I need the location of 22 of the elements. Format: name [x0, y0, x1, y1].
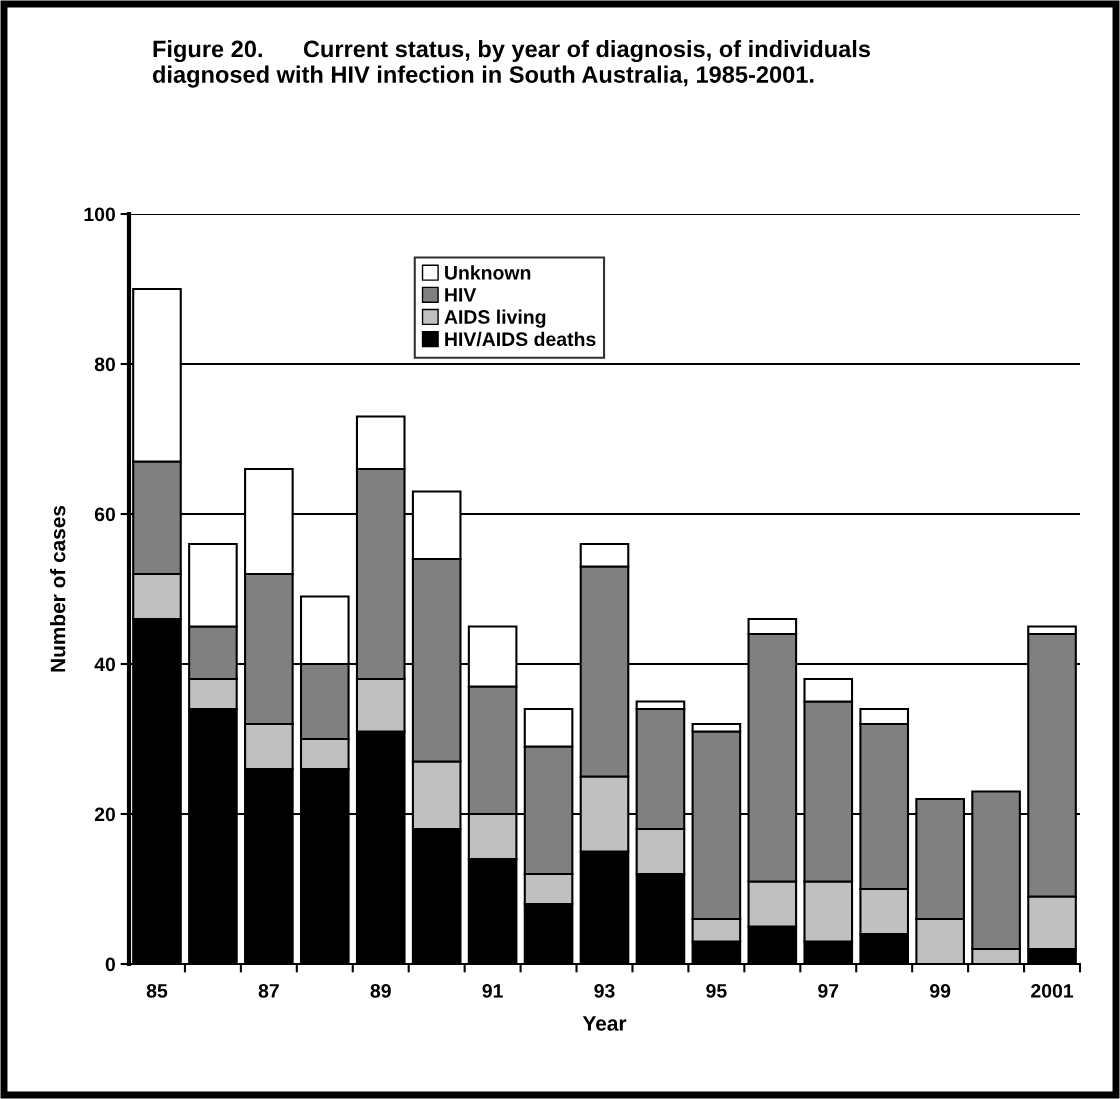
y-tick-label: 100	[84, 207, 116, 222]
y-tick-label: 60	[94, 507, 116, 522]
legend-label: HIV	[445, 288, 477, 302]
chart-title: Figure 20. Current status, by year of diagnosis, of individuals diagnosed with HIV infection in South Australia, 1985-2001.	[152, 40, 871, 88]
x-tick-label: 97	[818, 983, 839, 998]
x-tick-label: 91	[482, 983, 503, 998]
x-tick-label: 85	[146, 983, 168, 998]
x-tick-label: 93	[594, 983, 615, 998]
legend-label: HIV/AIDS deaths	[445, 331, 596, 347]
x-tick-label: 2001	[1031, 983, 1074, 998]
x-axis-title: Year	[582, 1016, 627, 1031]
y-tick-label: 20	[94, 807, 116, 822]
legend-label: Unknown	[445, 265, 531, 280]
x-tick-label: 99	[930, 983, 951, 998]
x-tick-label: 87	[258, 983, 279, 998]
y-tick-label: 0	[105, 957, 116, 972]
x-tick-label: 95	[706, 983, 727, 998]
y-tick-label: 80	[94, 357, 116, 372]
y-axis-title: Number of cases	[50, 505, 66, 672]
legend-label: AIDS living	[444, 309, 546, 328]
y-tick-label: 40	[94, 657, 116, 672]
x-tick-label: 89	[370, 983, 391, 998]
